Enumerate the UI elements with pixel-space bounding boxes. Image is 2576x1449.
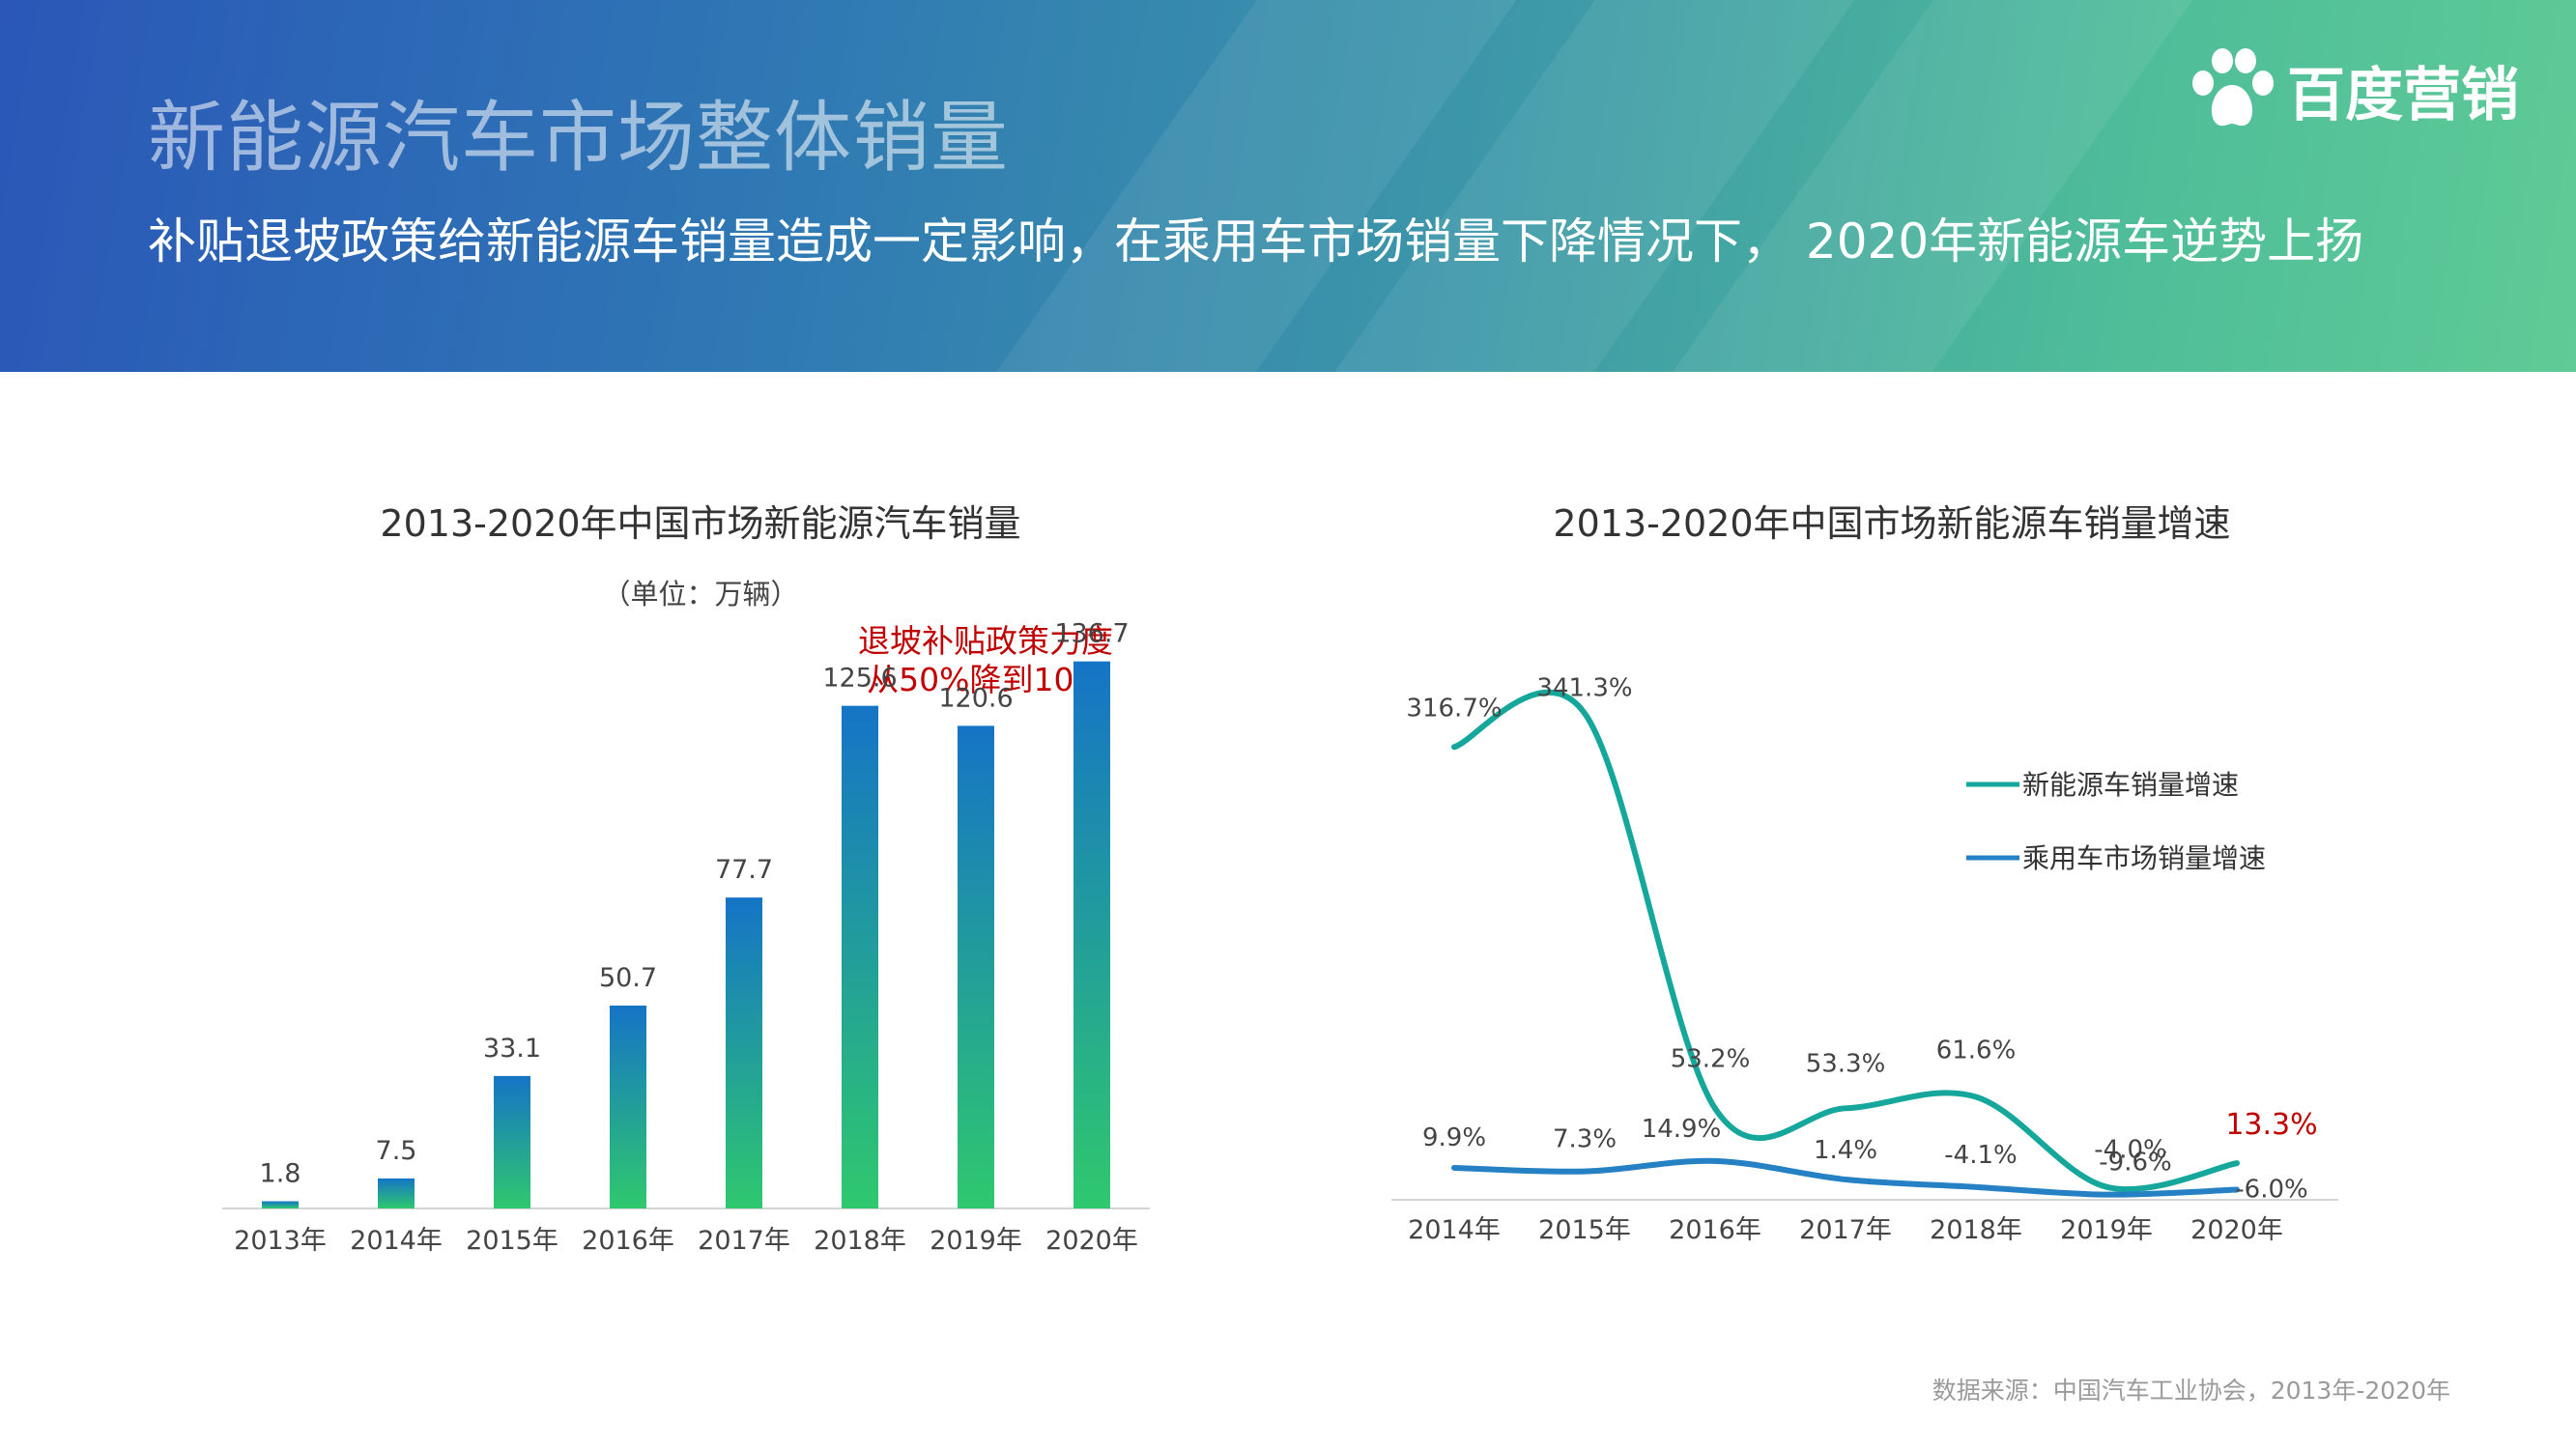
- x-tick-label: 2015年: [466, 1226, 558, 1256]
- legend: 新能源车销量增速 乘用车市场销量增速: [1966, 769, 2266, 874]
- bar: [378, 1178, 415, 1208]
- bar: [610, 1005, 646, 1208]
- bar-value-label: 77.7: [715, 855, 773, 885]
- passenger-growth-line: [1451, 1157, 2240, 1198]
- nev-data-label: 316.7%: [1406, 694, 1502, 723]
- passenger-data-label: 14.9%: [1642, 1115, 1722, 1144]
- passenger-data-label: 7.3%: [1553, 1125, 1617, 1154]
- passenger-data-label: -6.0%: [2235, 1176, 2307, 1205]
- x-tick-label: 2020年: [2190, 1215, 2283, 1245]
- x-tick-label: 2013年: [234, 1226, 327, 1256]
- bar: [262, 1201, 299, 1208]
- x-tick-label: 2018年: [814, 1226, 906, 1256]
- bar-value-label: 125.6: [822, 664, 897, 694]
- data-source: 数据来源：中国汽车工业协会，2013年-2020年: [1932, 1377, 2450, 1405]
- x-tick-label: 2014年: [350, 1226, 443, 1256]
- bar-value-label: 50.7: [599, 963, 657, 993]
- bar-value-label: 7.5: [376, 1136, 417, 1166]
- paw-icon: [2192, 48, 2274, 127]
- bar: [726, 897, 762, 1208]
- x-tick-label: 2017年: [698, 1226, 790, 1256]
- nev-data-label: 61.6%: [1936, 1037, 2017, 1065]
- x-tick-label: 2014年: [1408, 1215, 1501, 1245]
- bar: [842, 705, 878, 1208]
- bar-value-label: 1.8: [260, 1159, 301, 1189]
- x-tick-label: 2018年: [1930, 1215, 2022, 1245]
- bar: [494, 1075, 530, 1208]
- x-tick-label: 2015年: [1538, 1215, 1631, 1245]
- x-tick-label: 2016年: [582, 1226, 674, 1256]
- bar: [1073, 661, 1110, 1208]
- baidu-logo: 百度营销: [2186, 46, 2519, 133]
- legend-label-nev: 新能源车销量增速: [2022, 769, 2239, 801]
- x-tick-label: 2020年: [1045, 1226, 1138, 1256]
- bar: [958, 725, 994, 1208]
- growth-line-chart: 2013-2020年中国市场新能源车销量增速 316.7% 341.3% 53.2%…: [1391, 502, 2338, 1245]
- header-banner: 新能源汽车市场整体销量 补贴退坡政策给新能源车销量造成一定影响，在乘用车市场销量…: [0, 0, 2576, 372]
- nev-data-label: 13.3%: [2225, 1108, 2317, 1142]
- legend-label-passenger: 乘用车市场销量增速: [2022, 842, 2266, 874]
- page-subtitle: 补贴退坡政策给新能源车销量造成一定影响，在乘用车市场销量下降情况下， 2020年…: [148, 213, 2364, 270]
- x-tick-label: 2017年: [1799, 1215, 1892, 1245]
- nev-data-label: 341.3%: [1536, 673, 1632, 702]
- page-title: 新能源汽车市场整体销量: [148, 93, 1009, 183]
- bar-value-label: 120.6: [938, 683, 1013, 713]
- policy-annotation-line2: 从50%降到10%: [867, 661, 1104, 698]
- nev-data-label: 53.3%: [1806, 1049, 1886, 1078]
- x-tick-label: 2016年: [1669, 1215, 1761, 1245]
- bar-chart-unit: （单位：万辆）: [602, 578, 798, 611]
- nev-growth-line: [1451, 689, 2240, 1193]
- nev-data-label: -4.0%: [2094, 1136, 2166, 1165]
- bar-chart-title: 2013-2020年中国市场新能源汽车销量: [380, 502, 1020, 545]
- passenger-data-label: -9.6%: [2099, 1149, 2171, 1178]
- passenger-data-label: -4.1%: [1944, 1141, 2017, 1170]
- bar-value-label: 136.7: [1054, 619, 1129, 649]
- passenger-data-label: 9.9%: [1422, 1123, 1486, 1152]
- policy-annotation-line1: 退坡补贴政策力度: [858, 622, 1113, 660]
- x-tick-label: 2019年: [930, 1226, 1022, 1256]
- sales-bar-chart: 2013-2020年中国市场新能源汽车销量 （单位：万辆） 退坡补贴政策力度 从…: [222, 502, 1150, 1256]
- passenger-data-label: 1.4%: [1814, 1136, 1877, 1165]
- logo-text: 百度营销: [2287, 61, 2519, 129]
- x-tick-label: 2019年: [2060, 1215, 2153, 1245]
- nev-data-label: 53.2%: [1671, 1044, 1751, 1073]
- line-chart-title: 2013-2020年中国市场新能源车销量增速: [1553, 502, 2230, 545]
- bar-value-label: 33.1: [483, 1034, 541, 1064]
